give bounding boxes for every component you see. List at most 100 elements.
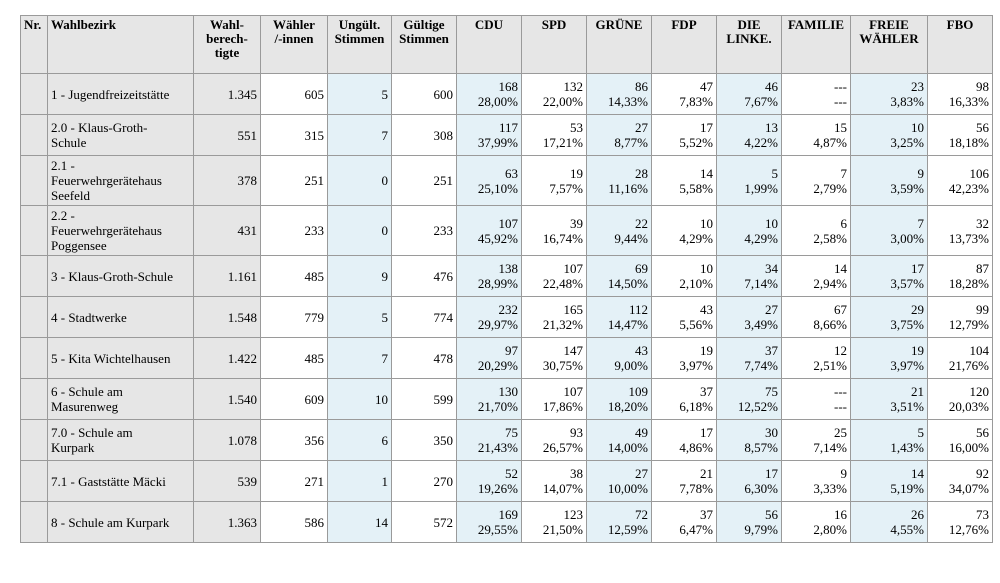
cell-ungueltig: 0 <box>327 205 392 256</box>
cell-waehler: 609 <box>260 378 328 420</box>
party-result-line: 3,25% <box>890 135 924 150</box>
cell-party-result: 27 3,49% <box>716 296 782 338</box>
wahlbezirk-line: 7.1 - Gaststätte Mäcki <box>51 473 166 489</box>
cell-party-result: 75 12,52% <box>716 378 782 420</box>
party-result-line: 28,00% <box>477 94 518 109</box>
cell-waehler: 356 <box>260 419 328 461</box>
header-waehler-line: Wähler <box>273 17 315 32</box>
cell-party-result: 21 3,51% <box>850 378 928 420</box>
party-result-line: 107 <box>498 215 519 231</box>
cell-wahlbezirk: 5 - Kita Wichtelhausen <box>47 337 194 379</box>
cell-party-result: 56 18,18% <box>927 114 993 156</box>
party-result-line: 3,49% <box>744 317 778 332</box>
party-result-line: 3,83% <box>890 94 924 109</box>
cell-berechtigte: 378 <box>193 155 261 206</box>
table-row: 7.0 - Schule am Kurpark 1.078 356 6 350 75 21,4… <box>20 419 993 461</box>
cell-party-result: 17 6,30% <box>716 460 782 502</box>
header-party-line: FDP <box>671 17 697 32</box>
cell-party-result: 43 9,00% <box>586 337 652 379</box>
header-ungueltig: Ungült. Stimmen <box>327 15 392 74</box>
party-result-line: 9,44% <box>614 230 648 246</box>
cell-ungueltig: 14 <box>327 501 392 543</box>
header-party-line: SPD <box>541 17 567 32</box>
party-result-line: 16 <box>834 507 847 522</box>
cell-berechtigte: 539 <box>193 460 261 502</box>
party-result-line: 10,00% <box>607 481 648 496</box>
header-wahlberechtigte-line: Wahl- <box>210 17 244 32</box>
party-result-line: 4,55% <box>890 522 924 537</box>
party-result-line: 17,21% <box>542 135 583 150</box>
cell-party-result: 169 29,55% <box>456 501 522 543</box>
party-result-line: 14,07% <box>542 481 583 496</box>
header-gueltig-line: Stimmen <box>399 31 449 46</box>
table-row: 1 - Jugendfreizeitstätte 1.345 605 5 600 168 2… <box>20 73 993 115</box>
party-result-line: --- <box>834 94 847 109</box>
wahlbezirk-line: Feuerwehrgerätehaus <box>51 223 162 238</box>
party-result-line: 14 <box>700 165 713 181</box>
party-result-line: 42,23% <box>948 180 989 196</box>
cell-party-result: 130 21,70% <box>456 378 522 420</box>
cell-party-result: 21 7,78% <box>651 460 717 502</box>
wahlbezirk-line: Feuerwehrgerätehaus <box>51 173 162 188</box>
cell-waehler: 233 <box>260 205 328 256</box>
cell-waehler: 251 <box>260 155 328 206</box>
cell-gueltig: 572 <box>391 501 457 543</box>
header-wahlberechtigte-line: berech- <box>206 31 248 46</box>
header-ungueltig-line: Ungült. <box>338 17 381 32</box>
party-result-line: 14,33% <box>607 94 648 109</box>
cell-party-result: 63 25,10% <box>456 155 522 206</box>
party-result-line: 5 <box>771 165 779 181</box>
party-result-line: 10 <box>700 215 713 231</box>
party-result-line: 6,18% <box>679 399 713 414</box>
cell-gueltig: 600 <box>391 73 457 115</box>
cell-party-result: 56 16,00% <box>927 419 993 461</box>
party-result-line: 29 <box>911 302 924 317</box>
party-result-line: 75 <box>765 384 778 399</box>
header-nr: Nr. <box>20 15 48 74</box>
party-result-line: --- <box>834 79 847 94</box>
party-result-line: 63 <box>505 165 518 181</box>
party-result-line: 97 <box>505 343 518 358</box>
cell-party-result: 37 6,47% <box>651 501 717 543</box>
party-result-line: 22 <box>635 215 648 231</box>
cell-party-result: 72 12,59% <box>586 501 652 543</box>
cell-gueltig: 308 <box>391 114 457 156</box>
cell-party-result: 22 9,44% <box>586 205 652 256</box>
party-result-line: 14,50% <box>607 276 648 291</box>
cell-party-result: 6 2,58% <box>781 205 851 256</box>
cell-party-result: 5 1,43% <box>850 419 928 461</box>
party-result-line: 18,18% <box>948 135 989 150</box>
table-row: 4 - Stadtwerke 1.548 779 5 774 232 29,97% 165 21… <box>20 296 993 338</box>
party-result-line: 106 <box>969 165 990 181</box>
party-result-line: 15 <box>834 120 847 135</box>
cell-party-result: 46 7,67% <box>716 73 782 115</box>
party-result-line: 21,32% <box>542 317 583 332</box>
cell-berechtigte: 1.345 <box>193 73 261 115</box>
cell-gueltig: 478 <box>391 337 457 379</box>
party-result-line: 7,14% <box>744 276 778 291</box>
header-party: FBO <box>927 15 993 74</box>
cell-party-result: 109 18,20% <box>586 378 652 420</box>
cell-party-result: 98 16,33% <box>927 73 993 115</box>
wahlbezirk-line: Poggensee <box>51 238 107 253</box>
party-result-line: 5,52% <box>679 135 713 150</box>
party-result-line: 4,29% <box>679 230 713 246</box>
party-result-line: 17 <box>700 120 713 135</box>
party-result-line: 5 <box>917 425 925 440</box>
cell-party-result: 7 2,79% <box>781 155 851 206</box>
party-result-line: 7 <box>840 165 848 181</box>
party-result-line: 11,16% <box>608 180 648 196</box>
header-wahlberechtigte-line: tigte <box>214 45 240 60</box>
cell-wahlbezirk: 1 - Jugendfreizeitstätte <box>47 73 194 115</box>
party-result-line: 5,58% <box>679 180 713 196</box>
party-result-line: 117 <box>498 120 518 135</box>
party-result-line: 19,26% <box>477 481 518 496</box>
cell-party-result: 9 3,59% <box>850 155 928 206</box>
party-result-line: 147 <box>563 343 584 358</box>
cell-party-result: 14 2,94% <box>781 255 851 297</box>
cell-party-result: 29 3,75% <box>850 296 928 338</box>
party-result-line: 56 <box>765 507 778 522</box>
cell-party-result: 19 3,97% <box>651 337 717 379</box>
party-result-line: 17 <box>911 261 924 276</box>
cell-party-result: 86 14,33% <box>586 73 652 115</box>
